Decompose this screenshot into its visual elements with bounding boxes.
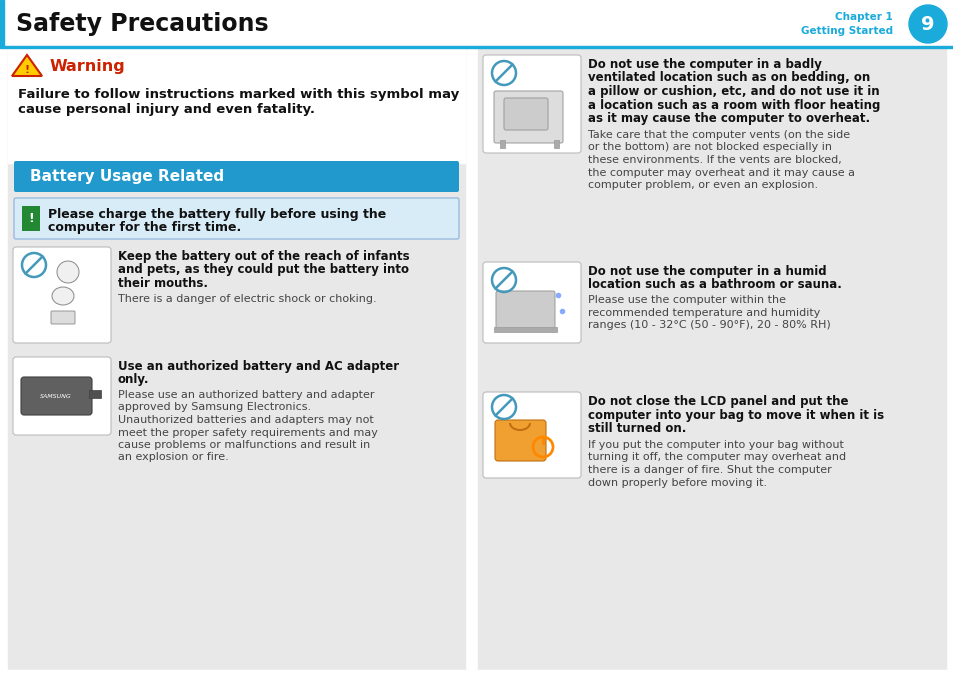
Text: their mouths.: their mouths. bbox=[118, 277, 208, 290]
FancyBboxPatch shape bbox=[51, 311, 75, 324]
Ellipse shape bbox=[52, 287, 74, 305]
Text: recommended temperature and humidity: recommended temperature and humidity bbox=[587, 307, 820, 318]
Text: location such as a bathroom or sauna.: location such as a bathroom or sauna. bbox=[587, 278, 841, 292]
FancyBboxPatch shape bbox=[494, 91, 562, 143]
Text: Do not use the computer in a humid: Do not use the computer in a humid bbox=[587, 265, 825, 278]
Polygon shape bbox=[12, 55, 42, 76]
Text: Do not close the LCD panel and put the: Do not close the LCD panel and put the bbox=[587, 395, 847, 408]
Text: !: ! bbox=[25, 65, 30, 75]
Text: If you put the computer into your bag without: If you put the computer into your bag wi… bbox=[587, 440, 843, 450]
FancyBboxPatch shape bbox=[495, 420, 545, 461]
Text: SAMSUNG: SAMSUNG bbox=[40, 393, 71, 399]
Text: still turned on.: still turned on. bbox=[587, 422, 685, 435]
Text: Warning: Warning bbox=[50, 60, 126, 74]
Text: Chapter 1: Chapter 1 bbox=[835, 12, 892, 22]
Bar bbox=[8, 48, 464, 670]
Bar bbox=[0, 46, 953, 48]
Bar bbox=[0, 0, 953, 47]
Bar bbox=[0, 0, 4, 47]
Text: there is a danger of fire. Shut the computer: there is a danger of fire. Shut the comp… bbox=[587, 465, 831, 475]
Text: cause personal injury and even fatality.: cause personal injury and even fatality. bbox=[18, 103, 314, 116]
Text: There is a danger of electric shock or choking.: There is a danger of electric shock or c… bbox=[118, 294, 376, 304]
Text: meet the proper safety requirements and may: meet the proper safety requirements and … bbox=[118, 427, 377, 437]
Text: Safety Precautions: Safety Precautions bbox=[16, 12, 269, 36]
Text: a location such as a room with floor heating: a location such as a room with floor hea… bbox=[587, 98, 880, 112]
FancyBboxPatch shape bbox=[496, 291, 555, 330]
FancyBboxPatch shape bbox=[482, 392, 580, 478]
Bar bbox=[8, 48, 464, 163]
FancyBboxPatch shape bbox=[482, 55, 580, 153]
Text: the computer may overheat and it may cause a: the computer may overheat and it may cau… bbox=[587, 167, 854, 177]
Bar bbox=[554, 140, 558, 148]
FancyBboxPatch shape bbox=[482, 262, 580, 343]
Text: ventilated location such as on bedding, on: ventilated location such as on bedding, … bbox=[587, 72, 869, 85]
Text: Do not use the computer in a badly: Do not use the computer in a badly bbox=[587, 58, 821, 71]
Text: cause problems or malfunctions and result in: cause problems or malfunctions and resul… bbox=[118, 440, 370, 450]
Text: computer for the first time.: computer for the first time. bbox=[48, 221, 241, 234]
Text: and pets, as they could put the battery into: and pets, as they could put the battery … bbox=[118, 263, 409, 276]
Text: these environments. If the vents are blocked,: these environments. If the vents are blo… bbox=[587, 155, 841, 165]
Text: Please charge the battery fully before using the: Please charge the battery fully before u… bbox=[48, 208, 386, 221]
Text: only.: only. bbox=[118, 374, 150, 387]
Text: Use an authorized battery and AC adapter: Use an authorized battery and AC adapter bbox=[118, 360, 398, 373]
Bar bbox=[89, 390, 101, 398]
Text: !: ! bbox=[28, 211, 34, 225]
Text: a pillow or cushion, etc, and do not use it in: a pillow or cushion, etc, and do not use… bbox=[587, 85, 879, 98]
Text: 9: 9 bbox=[921, 14, 934, 33]
Bar bbox=[22, 206, 40, 231]
Text: down properly before moving it.: down properly before moving it. bbox=[587, 477, 766, 487]
Text: an explosion or fire.: an explosion or fire. bbox=[118, 452, 229, 462]
Text: or the bottom) are not blocked especially in: or the bottom) are not blocked especiall… bbox=[587, 142, 831, 152]
FancyBboxPatch shape bbox=[13, 357, 111, 435]
Text: Unauthorized batteries and adapters may not: Unauthorized batteries and adapters may … bbox=[118, 415, 374, 425]
Text: Take care that the computer vents (on the side: Take care that the computer vents (on th… bbox=[587, 130, 849, 140]
Bar bbox=[499, 140, 504, 148]
Text: approved by Samsung Electronics.: approved by Samsung Electronics. bbox=[118, 403, 311, 412]
Text: computer problem, or even an explosion.: computer problem, or even an explosion. bbox=[587, 180, 818, 190]
Bar bbox=[494, 327, 557, 332]
Text: Battery Usage Related: Battery Usage Related bbox=[30, 169, 224, 183]
FancyBboxPatch shape bbox=[13, 247, 111, 343]
Text: Please use the computer within the: Please use the computer within the bbox=[587, 295, 785, 305]
Bar bbox=[477, 48, 945, 670]
FancyBboxPatch shape bbox=[14, 161, 458, 192]
Text: Getting Started: Getting Started bbox=[800, 26, 892, 36]
FancyBboxPatch shape bbox=[21, 377, 91, 415]
Text: computer into your bag to move it when it is: computer into your bag to move it when i… bbox=[587, 408, 883, 422]
FancyBboxPatch shape bbox=[503, 98, 547, 130]
FancyBboxPatch shape bbox=[14, 198, 458, 239]
Circle shape bbox=[57, 261, 79, 283]
Text: Please use an authorized battery and adapter: Please use an authorized battery and ada… bbox=[118, 390, 375, 400]
Text: turning it off, the computer may overheat and: turning it off, the computer may overhea… bbox=[587, 452, 845, 462]
Circle shape bbox=[908, 5, 946, 43]
Bar bbox=[0, 670, 953, 677]
Text: Failure to follow instructions marked with this symbol may: Failure to follow instructions marked wi… bbox=[18, 88, 458, 101]
Text: Keep the battery out of the reach of infants: Keep the battery out of the reach of inf… bbox=[118, 250, 409, 263]
Text: ranges (10 - 32°C (50 - 90°F), 20 - 80% RH): ranges (10 - 32°C (50 - 90°F), 20 - 80% … bbox=[587, 320, 830, 330]
Text: as it may cause the computer to overheat.: as it may cause the computer to overheat… bbox=[587, 112, 869, 125]
